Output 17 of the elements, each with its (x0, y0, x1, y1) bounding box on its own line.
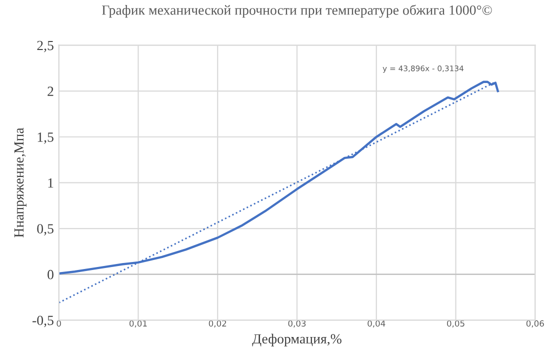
x-tick-label: 0,03 (288, 320, 306, 328)
x-tick-label: 0,05 (447, 320, 464, 328)
x-tick-label: 0,01 (130, 320, 147, 328)
x-tick-label: 0,06 (526, 320, 544, 328)
y-tick-label: 2,5 (37, 40, 54, 52)
y-tick-label: 1,5 (38, 132, 54, 144)
y-tick-label: -0,5 (32, 316, 54, 328)
x-tick-label: 0,04 (368, 320, 386, 328)
x-axis-title: Деформация,% (252, 334, 342, 346)
x-tick-label: 0 (56, 320, 61, 327)
chart-title: График механической прочности при температуре обжига 1000°© (102, 4, 492, 18)
y-axis-title: Ннапряжение,Мпа (14, 128, 26, 238)
y-tick-label: 2 (48, 86, 54, 96)
y-tick-label: 0,5 (37, 224, 54, 236)
y-tick-label: 1 (48, 178, 54, 188)
x-tick-label: 0,02 (208, 320, 226, 328)
y-tick-label: 0 (48, 270, 54, 280)
